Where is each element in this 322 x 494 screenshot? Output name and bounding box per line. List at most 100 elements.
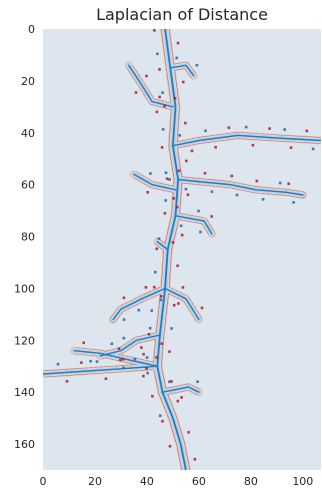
y-tick-label: 40	[21, 127, 35, 140]
edge-pixel	[65, 380, 69, 383]
edge-pixel	[148, 326, 152, 330]
edge-pixel	[179, 224, 183, 228]
edge-pixel	[121, 357, 125, 361]
heatmap-image	[43, 29, 321, 470]
edge-pixel	[117, 347, 121, 350]
edge-pixel	[204, 129, 207, 133]
edge-pixel	[151, 394, 154, 398]
edge-pixel	[146, 371, 149, 375]
edge-pixel	[56, 362, 60, 366]
edge-pixel	[89, 359, 92, 363]
edge-pixel	[122, 318, 126, 321]
edge-pixel	[190, 149, 194, 153]
edge-pixel	[173, 97, 177, 100]
edge-pixel	[251, 143, 255, 147]
ridge-line-branch-9	[43, 365, 159, 375]
edge-pixel	[150, 309, 153, 312]
ridge-line-branch-13	[161, 386, 200, 393]
edge-pixel	[142, 352, 145, 356]
edge-pixel	[146, 191, 149, 194]
ridge-line-branch-2	[177, 178, 304, 196]
edge-pixel	[145, 74, 148, 78]
edge-pixel	[145, 356, 149, 359]
edge-pixel	[164, 199, 167, 202]
edge-pixel	[283, 128, 286, 131]
edge-pixel	[176, 264, 179, 268]
edge-pixel	[142, 374, 145, 378]
edge-pixel	[187, 431, 190, 434]
edge-pixel	[261, 198, 265, 201]
edge-pixel	[177, 169, 181, 172]
ridge-line-branch-7	[112, 287, 166, 321]
edge-pixel	[235, 193, 239, 197]
edge-pixel	[122, 366, 125, 369]
edge-pixel	[163, 212, 167, 215]
edge-pixel	[199, 230, 202, 234]
edge-pixel	[168, 350, 171, 353]
y-tick-label: 100	[14, 282, 35, 295]
x-tick-label: 0	[40, 475, 47, 488]
ridge-line-branch-11	[174, 215, 213, 235]
ridge-line-branch-12	[164, 287, 200, 321]
y-tick-label: 80	[21, 231, 35, 244]
edge-pixel	[153, 285, 156, 289]
edge-pixel	[176, 41, 180, 45]
edge-pixel	[168, 178, 171, 181]
edge-pixel	[164, 171, 168, 174]
y-tick-label: 140	[14, 386, 35, 399]
edge-pixel	[184, 121, 187, 125]
edge-pixel	[195, 63, 199, 67]
ridge-line-branch-4	[169, 64, 195, 77]
y-tick-label: 0	[28, 23, 35, 36]
edge-pixel	[145, 367, 148, 370]
edge-pixel	[180, 233, 184, 237]
edge-pixel	[156, 52, 159, 56]
edge-pixel	[197, 209, 200, 213]
edge-pixel	[133, 357, 137, 361]
y-tick-label: 160	[14, 438, 35, 451]
edge-pixel	[104, 377, 108, 380]
edge-pixel	[171, 241, 175, 244]
y-tick-label: 120	[14, 334, 35, 347]
edge-pixel	[184, 187, 188, 191]
edge-pixel	[122, 296, 126, 300]
ridge-line-branch-3	[127, 64, 174, 108]
edge-pixel	[255, 179, 259, 183]
edge-pixel	[137, 308, 141, 312]
plot-background	[43, 29, 321, 470]
edge-pixel	[172, 197, 175, 200]
edge-pixel	[160, 342, 164, 345]
edge-pixel	[161, 419, 164, 423]
edge-pixel	[153, 29, 156, 32]
edge-pixel	[160, 146, 164, 149]
edge-pixel	[289, 146, 293, 149]
x-tick-label: 60	[192, 475, 206, 488]
edge-pixel	[244, 125, 248, 129]
edge-pixel	[155, 247, 159, 251]
edge-pixel	[163, 104, 166, 108]
ridge-line-trunk	[156, 29, 187, 470]
edge-pixel	[287, 182, 290, 185]
x-axis-ticks: 0 20 40 60 80 100	[40, 475, 314, 488]
ridge-line-branch-6	[156, 240, 169, 251]
edge-pixel	[161, 128, 165, 131]
edge-pixel	[110, 342, 114, 346]
edge-pixel	[158, 68, 161, 71]
x-tick-label: 40	[140, 475, 154, 488]
edge-pixel	[119, 358, 122, 362]
edge-pixel	[210, 190, 214, 193]
edge-pixel	[155, 356, 158, 359]
edge-pixel	[154, 270, 157, 274]
edge-pixel	[122, 336, 126, 340]
edge-pixel	[178, 134, 182, 137]
edge-pixel	[144, 286, 148, 289]
edge-pixel	[292, 201, 295, 204]
ridge-line-branch-5	[133, 173, 177, 191]
edge-pixel	[214, 145, 217, 149]
edge-pixel	[82, 341, 85, 345]
chart-title: Laplacian of Distance	[96, 5, 268, 24]
edge-pixel	[161, 91, 164, 94]
edge-pixel	[159, 295, 163, 298]
edge-pixel	[230, 174, 234, 178]
